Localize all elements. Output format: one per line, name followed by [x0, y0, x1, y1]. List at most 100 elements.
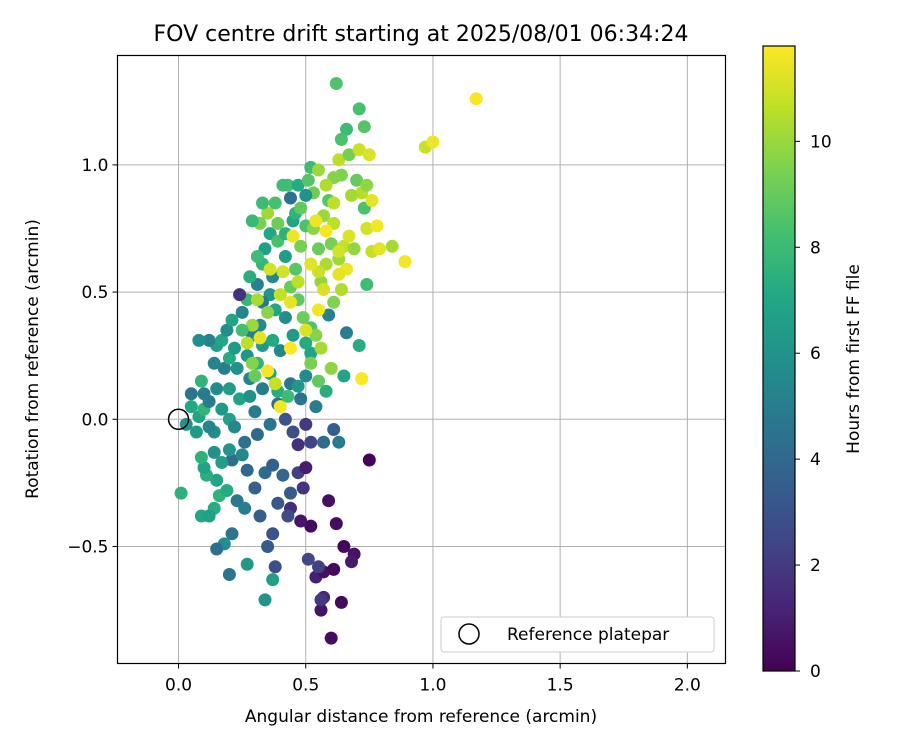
x-tick-label: 0.5: [292, 676, 319, 696]
data-point: [222, 443, 236, 457]
data-point: [304, 257, 318, 271]
data-point: [207, 356, 221, 370]
data-point: [304, 519, 318, 533]
data-point: [202, 420, 216, 434]
data-points: [174, 77, 483, 645]
data-point: [296, 311, 310, 324]
data-point: [240, 463, 254, 477]
data-point: [235, 323, 249, 337]
x-tick-label: 1.0: [419, 676, 446, 696]
data-point: [261, 305, 275, 319]
data-point: [291, 178, 305, 192]
data-point: [233, 288, 247, 302]
data-point: [197, 387, 211, 401]
data-point: [184, 400, 198, 414]
data-point: [174, 486, 188, 500]
data-point: [370, 219, 384, 233]
data-point: [340, 122, 353, 136]
data-point: [314, 603, 328, 617]
data-point: [324, 631, 338, 645]
data-point: [319, 178, 333, 192]
data-point: [225, 313, 239, 327]
colorbar-tick-label: 2: [810, 556, 821, 576]
data-point: [286, 229, 300, 243]
data-point: [250, 293, 264, 307]
data-point: [207, 445, 221, 459]
data-point: [281, 509, 295, 523]
data-point: [268, 560, 282, 574]
data-point: [235, 305, 249, 319]
data-point: [233, 392, 247, 406]
data-point: [184, 387, 198, 401]
data-point: [276, 265, 290, 279]
data-point: [281, 389, 295, 403]
data-point: [362, 148, 376, 162]
colorbar-tick-label: 4: [810, 450, 821, 470]
data-point: [266, 333, 280, 347]
colorbar-tick-label: 8: [810, 238, 821, 258]
data-point: [215, 456, 229, 469]
x-tick-label: 1.5: [547, 676, 574, 696]
data-point: [220, 323, 234, 337]
data-point: [202, 333, 216, 347]
data-point: [299, 336, 313, 350]
data-point: [253, 509, 267, 523]
data-point: [334, 595, 348, 609]
colorbar-gradient: [762, 45, 796, 672]
data-point: [317, 435, 331, 449]
data-point: [248, 369, 262, 383]
data-point: [329, 77, 343, 90]
data-point: [278, 412, 292, 426]
colorbar-tick-label: 10: [810, 132, 832, 152]
data-point: [332, 153, 346, 167]
data-point: [299, 461, 313, 475]
data-point: [312, 163, 325, 177]
data-point: [284, 191, 297, 205]
data-point: [192, 333, 206, 347]
data-point: [228, 420, 241, 434]
data-point: [228, 341, 241, 355]
x-tick-label: 2.0: [674, 676, 701, 696]
data-point: [215, 402, 229, 416]
data-point: [278, 250, 292, 263]
data-point: [322, 308, 336, 322]
data-point: [222, 382, 236, 396]
data-point: [304, 356, 318, 370]
data-point: [286, 328, 300, 342]
data-point: [248, 481, 262, 495]
data-point: [314, 341, 328, 355]
data-point: [362, 453, 376, 467]
data-point: [286, 425, 300, 439]
legend-box: [440, 616, 715, 653]
data-point: [327, 196, 341, 210]
data-point: [217, 361, 231, 375]
data-point: [240, 336, 254, 350]
data-point: [276, 178, 290, 192]
data-point: [197, 461, 211, 475]
data-point: [304, 346, 318, 360]
data-point: [309, 214, 323, 228]
data-point: [230, 361, 244, 375]
data-point: [268, 196, 282, 210]
colorbar-tick-label: 6: [810, 344, 821, 364]
data-point: [276, 468, 290, 482]
data-point: [426, 135, 440, 149]
data-point: [299, 188, 313, 202]
data-point: [225, 453, 239, 467]
data-point: [340, 326, 353, 340]
data-point: [250, 428, 264, 441]
data-point: [301, 173, 315, 187]
data-point: [373, 242, 386, 256]
data-point: [230, 494, 244, 508]
data-point: [194, 374, 208, 388]
data-point: [263, 262, 277, 276]
data-point: [268, 377, 282, 391]
data-point: [271, 496, 285, 510]
data-point: [352, 102, 366, 116]
data-point: [261, 540, 275, 553]
data-point: [256, 196, 269, 210]
data-point: [291, 438, 305, 452]
data-point: [294, 201, 308, 215]
data-point: [194, 450, 208, 464]
